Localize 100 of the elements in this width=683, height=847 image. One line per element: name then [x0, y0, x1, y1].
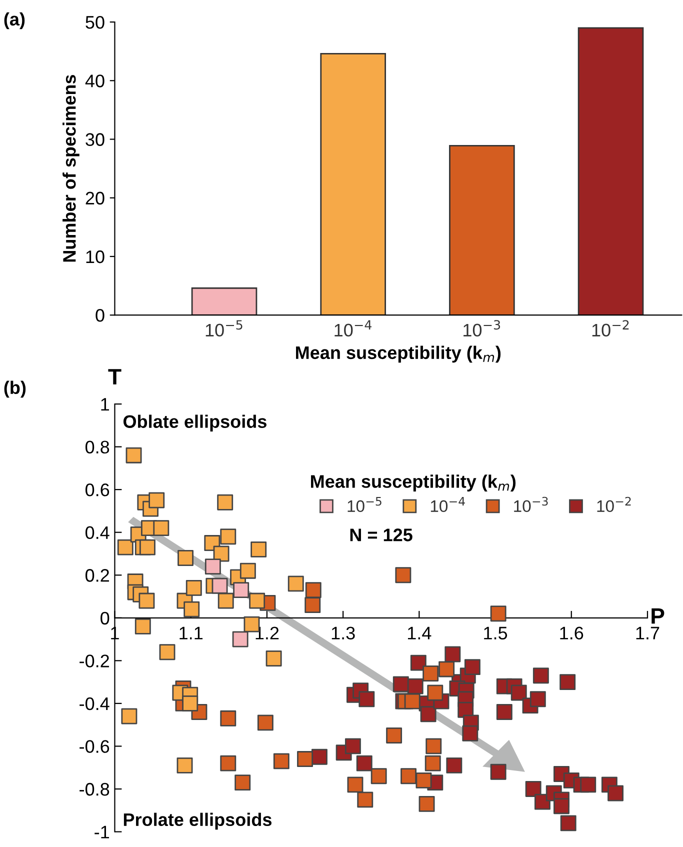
point [148, 492, 165, 508]
y-axis-title: T [108, 369, 122, 384]
point [257, 714, 274, 731]
point [407, 678, 424, 694]
point [117, 539, 134, 556]
point [395, 567, 412, 584]
point [184, 601, 200, 618]
point [532, 668, 549, 684]
point [204, 558, 221, 575]
legend-title: Mean susceptibility (k$_{m}$) [311, 474, 516, 492]
y-tick-label: 10 [86, 250, 104, 264]
point [186, 580, 202, 596]
point [446, 757, 462, 774]
point [357, 792, 374, 808]
point [416, 772, 432, 788]
x-tick-label: 10$^{−2}$ [592, 320, 629, 337]
y-tick-label: 0 [100, 612, 110, 625]
annotation: N = 125 [350, 528, 412, 542]
point [347, 776, 364, 793]
y-tick-label: 30 [86, 133, 104, 146]
point [370, 768, 387, 784]
point [608, 785, 624, 802]
x-tick-label: 1.3 [332, 626, 355, 640]
y-axis-title: Number of specimens [62, 74, 80, 262]
point [220, 755, 236, 772]
x-tick-label: 10$^{−4}$ [334, 320, 372, 337]
text: (a) [4, 12, 25, 30]
legend-label: 10$^{−4}$ [430, 497, 465, 512]
point [273, 753, 290, 770]
point [438, 661, 455, 678]
point [220, 528, 236, 545]
y-tick-label: -1 [94, 826, 110, 838]
y-tick-label: 1 [101, 398, 110, 411]
point [217, 494, 234, 510]
point [418, 796, 435, 812]
point [356, 755, 372, 772]
point [358, 691, 375, 708]
y-tick-label: 0.6 [85, 484, 110, 496]
point [182, 695, 198, 712]
y-tick-label: -0.6 [80, 740, 110, 753]
point [462, 725, 478, 742]
bar [320, 52, 386, 316]
point [234, 774, 251, 791]
point [344, 738, 361, 754]
point [233, 582, 250, 598]
point [250, 541, 267, 558]
point [580, 776, 596, 793]
point [554, 798, 570, 814]
x-tick-label: 10$^{−3}$ [464, 320, 500, 337]
text: (b) [4, 380, 26, 398]
point [424, 755, 441, 772]
point [139, 539, 156, 556]
point [305, 582, 322, 598]
x-axis-title: Mean susceptibility (k$_{m}$) [296, 346, 501, 363]
point [288, 576, 304, 592]
point [422, 666, 439, 682]
y-tick-label: 50 [86, 16, 104, 29]
point [153, 520, 170, 536]
legend-label: 10$^{−3}$ [514, 496, 548, 512]
y-tick-label: 0.4 [85, 526, 110, 540]
point [240, 562, 256, 579]
bar [578, 27, 644, 316]
x-tick-label: 1.7 [636, 626, 660, 640]
bar [449, 145, 515, 316]
point [490, 606, 506, 622]
y-tick-label: -0.4 [80, 697, 110, 710]
x-tick-label: 1.1 [180, 626, 203, 640]
annotation: Oblate ellipsoids [123, 414, 266, 432]
point [121, 708, 138, 724]
point [218, 592, 234, 609]
point [178, 550, 194, 566]
point [138, 592, 155, 609]
point [427, 684, 444, 701]
point [386, 728, 402, 744]
point [420, 706, 436, 722]
point [525, 781, 542, 797]
point [249, 592, 266, 609]
point [400, 768, 416, 784]
point [220, 710, 236, 726]
y-tick-label: -0.8 [80, 782, 110, 796]
point [266, 650, 282, 666]
x-axis-title: P [652, 608, 664, 624]
point [560, 815, 576, 832]
point [444, 646, 461, 662]
y-tick-label: 20 [86, 192, 104, 205]
point [392, 676, 409, 692]
point [496, 704, 512, 720]
point [530, 691, 546, 708]
y-tick-label: 40 [85, 74, 104, 88]
point [404, 693, 420, 710]
point [510, 684, 527, 701]
point [311, 748, 328, 765]
x-tick-label: 10$^{−5}$ [206, 320, 242, 337]
point [426, 738, 442, 754]
y-tick-label: -0.2 [80, 654, 109, 668]
point [213, 546, 230, 562]
point [159, 644, 176, 660]
point [464, 659, 480, 676]
point [560, 674, 576, 690]
point [212, 578, 228, 594]
